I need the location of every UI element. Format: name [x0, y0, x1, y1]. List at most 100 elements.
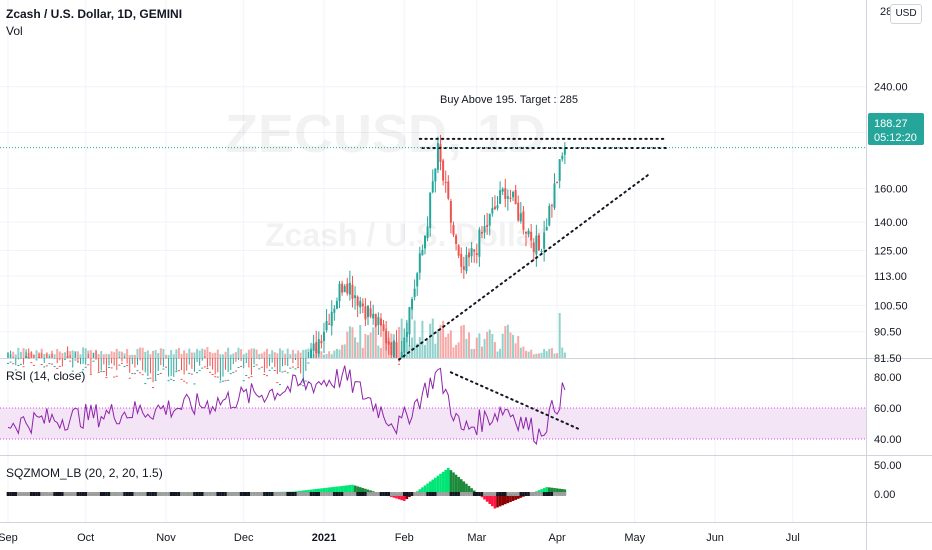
momentum-bar [462, 481, 466, 494]
candle-body [501, 188, 504, 192]
volume-bar [543, 349, 546, 358]
squeeze-dot [472, 492, 476, 496]
candle-body [89, 373, 92, 375]
volume-bar [561, 347, 564, 358]
volume-bar [58, 351, 61, 358]
momentum-bar [447, 467, 450, 494]
momentum-bar [421, 487, 424, 494]
squeeze-dot [195, 492, 199, 496]
squeeze-dot [503, 492, 507, 496]
candle-body [509, 197, 512, 199]
candle-body [328, 323, 331, 325]
currency-button[interactable]: USD [890, 4, 922, 24]
volume-bar [206, 347, 209, 358]
candle-body [517, 202, 520, 221]
squeeze-dot [252, 492, 256, 496]
squeeze-dot [24, 492, 28, 496]
squeeze-dot [226, 492, 230, 496]
volume-bar [465, 338, 468, 358]
squeeze-dot [270, 492, 274, 496]
momentum-bar [555, 488, 559, 494]
time-tick-label: Sep [0, 532, 18, 544]
squeeze-dot [301, 492, 305, 496]
squeeze-dot [219, 492, 222, 496]
squeeze-dot [423, 492, 427, 496]
time-axis[interactable]: Sep Oct Nov Dec 2021 Feb Mar Apr May Jun Jul [0, 532, 800, 544]
squeeze-dot [123, 492, 126, 496]
volume-bar [273, 352, 276, 358]
candle-body [413, 288, 416, 298]
candle-body [227, 379, 230, 381]
candle-body [144, 383, 147, 385]
volume-bar [131, 354, 134, 358]
squeeze-dot [68, 492, 72, 496]
squeeze-dot [17, 492, 20, 496]
candle-body [377, 317, 380, 325]
squeeze-dot [454, 492, 458, 496]
volume-bar [359, 324, 362, 358]
squeeze-dot [151, 492, 155, 496]
candle-body [379, 318, 382, 326]
candle-body [152, 386, 155, 388]
candle-body [341, 283, 344, 293]
candle-body [426, 226, 429, 239]
squeeze-dot [239, 492, 243, 496]
candle-body [209, 371, 212, 373]
volume-bar [185, 353, 188, 358]
squeeze-dot [32, 492, 36, 496]
squeeze-dot [400, 492, 403, 496]
volume-bar [162, 349, 165, 358]
squeeze-dot [415, 492, 419, 496]
volume-bar [167, 354, 170, 358]
candle-body [385, 331, 388, 344]
candle-body [429, 192, 432, 228]
momentum-bar [307, 489, 310, 494]
volume-bar [188, 348, 191, 358]
volume-bar [76, 351, 79, 358]
squeeze-dot [141, 492, 144, 496]
volume-bar [335, 348, 338, 358]
candle-body [527, 230, 530, 235]
volume-bar [234, 352, 237, 358]
candle-body [480, 231, 483, 234]
momentum-bar [516, 494, 520, 499]
volume-bar [299, 352, 302, 358]
volume-bar [442, 320, 445, 358]
squeeze-dot [63, 492, 67, 496]
volume-bar [14, 354, 17, 358]
momentum-bar [542, 488, 546, 494]
volume-bar [211, 353, 214, 358]
squeeze-dot [143, 492, 147, 496]
momentum-bar [436, 475, 440, 494]
volume-bar [214, 352, 217, 358]
momentum-bar [345, 485, 349, 494]
volume-bar [512, 334, 515, 358]
candle-body [61, 377, 64, 379]
candle-body [462, 266, 465, 270]
squeeze-dot [405, 492, 409, 496]
squeeze-dot [48, 492, 51, 496]
rsi-trendline[interactable] [449, 371, 582, 431]
squeeze-dot [511, 492, 515, 496]
volume-bar [291, 349, 294, 358]
squeeze-dot [180, 492, 183, 496]
squeeze-dot [27, 492, 31, 496]
volume-bar [447, 333, 450, 358]
squeeze-dot [203, 492, 207, 496]
squeeze-dot [470, 492, 473, 496]
volume-bar [133, 354, 136, 358]
candle-body [411, 298, 414, 310]
squeeze-dot [276, 492, 279, 496]
volume-bar [152, 350, 155, 358]
squeeze-dot [71, 492, 75, 496]
price-tick-label: 240.00 [874, 82, 908, 94]
candle-body [146, 378, 149, 380]
squeeze-dot [260, 492, 264, 496]
candle-body [48, 363, 51, 365]
candle-body [519, 213, 522, 222]
squeeze-dot [431, 492, 435, 496]
momentum-bar [353, 485, 357, 494]
candle-body [19, 363, 22, 365]
volume-bar [322, 354, 325, 358]
